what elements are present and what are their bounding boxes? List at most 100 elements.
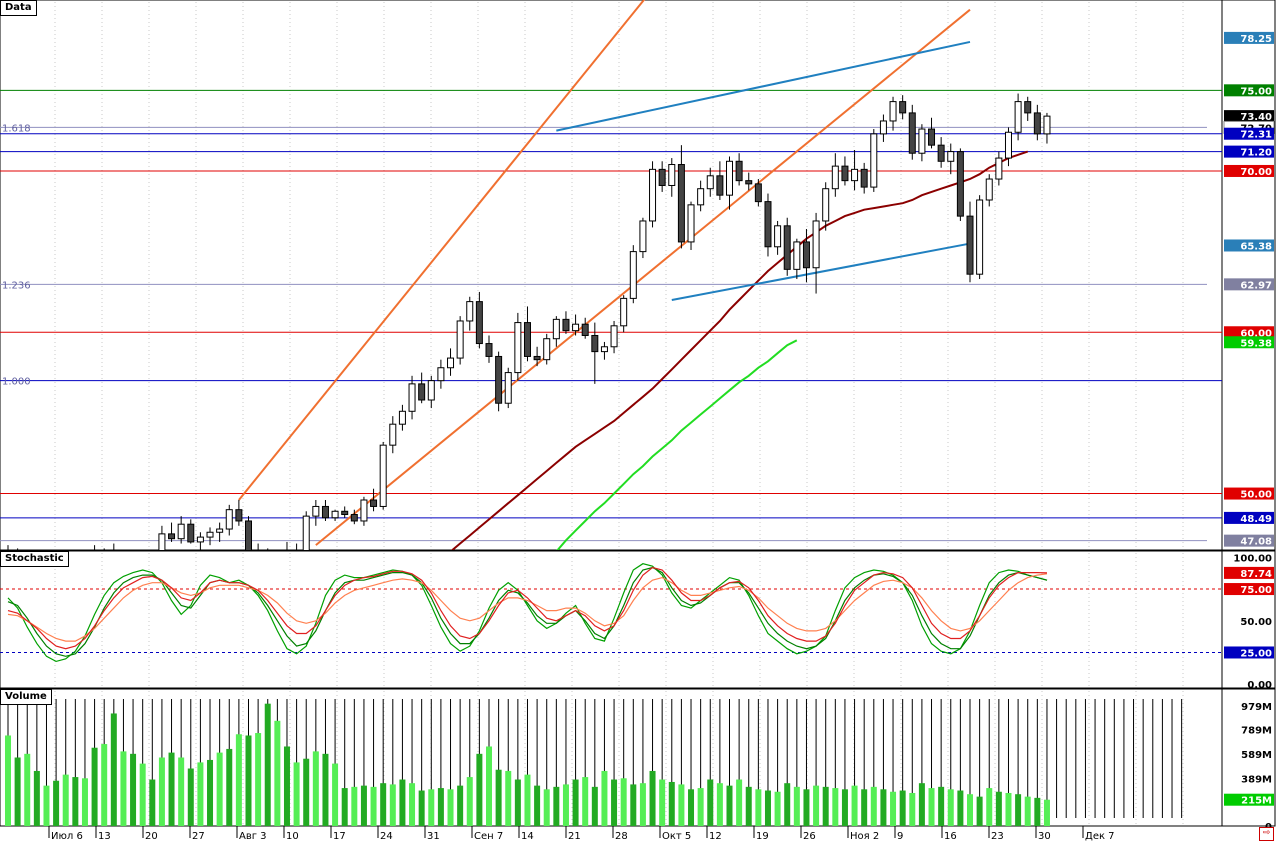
x-tick-label: Дек 7 <box>1085 831 1115 842</box>
candle <box>726 160 733 196</box>
candle <box>533 355 541 361</box>
ma-slow-line <box>556 339 798 550</box>
volume-bar <box>793 786 800 826</box>
volume-bar <box>226 748 233 826</box>
volume-bar <box>293 762 300 826</box>
volume-bar <box>351 786 358 826</box>
volume-bar <box>486 746 492 826</box>
price-tag-bg <box>1224 511 1274 524</box>
volume-bar <box>851 785 858 826</box>
volume-bar <box>947 789 954 826</box>
volume-bar <box>659 779 666 826</box>
volume-bar <box>784 783 791 826</box>
volume-bar <box>726 785 733 826</box>
candle <box>985 178 993 201</box>
price-tag-bg <box>1224 239 1274 252</box>
volume-bar <box>187 768 194 826</box>
candle <box>341 510 349 516</box>
pane-plot <box>5 699 1183 826</box>
candle <box>889 101 897 122</box>
x-tick-label: 13 <box>98 831 111 842</box>
candle <box>706 175 714 190</box>
candle <box>735 160 743 182</box>
volume-bar <box>880 789 887 826</box>
expand-icon[interactable]: ⇨ <box>1259 827 1274 841</box>
volume-bar <box>495 769 502 826</box>
volume-bar <box>986 788 993 826</box>
trendline <box>238 0 646 501</box>
volume-tick-label: 389M <box>1241 774 1272 785</box>
volume-bar <box>649 770 656 826</box>
price-tag-bg <box>1224 164 1274 177</box>
volume-bar <box>447 789 454 826</box>
x-tick-label: 16 <box>944 831 957 842</box>
candle <box>716 175 724 196</box>
volume-bar <box>1024 796 1031 826</box>
volume-bar <box>466 777 473 826</box>
volume-bar <box>476 753 483 826</box>
stoch-series-line <box>7 573 1048 642</box>
price-tag-bg <box>1224 487 1274 500</box>
volume-bar <box>437 788 444 826</box>
candle <box>418 383 426 401</box>
candle <box>572 323 580 332</box>
volume-bar <box>380 783 387 826</box>
volume-bar <box>995 791 1002 826</box>
volume-bar <box>1043 799 1050 826</box>
volume-bar <box>707 779 714 826</box>
x-tick-label: 10 <box>286 831 299 842</box>
price-tag-bg <box>1224 84 1274 97</box>
candle <box>764 201 772 248</box>
volume-bar <box>716 783 723 826</box>
volume-bar <box>1015 794 1022 826</box>
candle <box>754 183 762 203</box>
candle <box>245 520 252 550</box>
candle <box>629 251 637 299</box>
candle <box>206 531 214 538</box>
volume-bar <box>72 777 79 826</box>
volume-bar <box>861 789 868 826</box>
volume-bar <box>53 780 60 826</box>
fib-label: 1.000 <box>2 377 31 388</box>
candle <box>937 144 945 162</box>
volume-bar <box>918 783 925 826</box>
price-tag: 65.38 <box>1240 241 1272 252</box>
candle <box>908 112 916 154</box>
volume-bar <box>736 779 743 826</box>
volume-bar <box>909 792 916 826</box>
volume-bar <box>168 752 175 826</box>
volume-tag-bg <box>1224 793 1274 806</box>
x-tick-label: 26 <box>803 831 816 842</box>
volume-bar <box>890 791 897 826</box>
volume-bar <box>957 790 964 826</box>
candle <box>475 301 483 345</box>
price-tag: 59.38 <box>1240 338 1272 349</box>
volume-bar <box>1034 797 1041 826</box>
volume-bar <box>457 785 464 826</box>
candle <box>350 514 358 522</box>
candle <box>398 410 406 425</box>
volume-bar <box>332 763 339 826</box>
volume-tick-label: 789M <box>1241 725 1272 736</box>
x-tick-label: 23 <box>991 831 1004 842</box>
x-tick-label: 14 <box>521 831 534 842</box>
candle <box>851 168 859 182</box>
volume-bar <box>178 757 185 826</box>
volume-bar <box>745 786 752 826</box>
volume-bar <box>841 789 848 826</box>
candle <box>504 372 512 404</box>
volume-bar <box>534 785 541 826</box>
volume-bar <box>668 781 675 826</box>
stochastic-panel-title: Stochastic <box>0 551 69 567</box>
volume-bar <box>524 774 531 826</box>
candle <box>466 301 474 322</box>
volume-bar <box>688 789 695 826</box>
volume-bar <box>5 735 11 826</box>
volume-panel-title: Volume <box>0 689 52 705</box>
volume-bar <box>620 778 627 826</box>
volume-bar <box>505 770 512 826</box>
candle <box>427 380 435 401</box>
volume-bar <box>216 752 223 826</box>
volume-bar <box>264 703 271 826</box>
volume-bar <box>197 762 204 826</box>
